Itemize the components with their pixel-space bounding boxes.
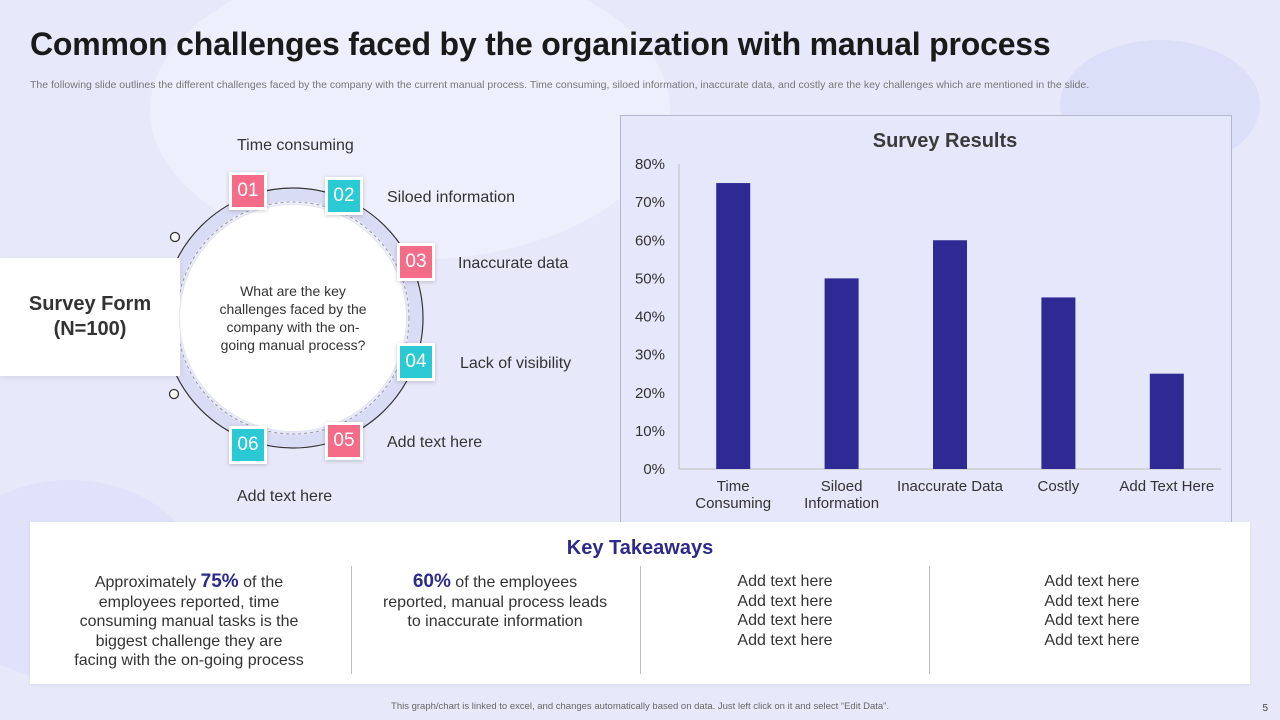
takeaway-3-line: Add text here: [737, 612, 833, 629]
takeaway-3-line: Add text here: [737, 592, 833, 610]
y-tick-label: 30%: [635, 347, 665, 364]
takeaway-4-line: Add text here: [1044, 612, 1140, 629]
takeaway-1-line: consuming manual tasks is the: [79, 613, 299, 630]
takeaway-4-line: Add text here: [1044, 631, 1140, 649]
y-tick-label: 50%: [635, 270, 665, 287]
survey-form-count: (N=100): [53, 318, 127, 340]
takeaway-1-line: employees reported, time: [98, 593, 280, 611]
center-question-circle: What are the key challenges faced by the…: [180, 205, 406, 431]
bar: [1041, 297, 1076, 469]
label-02: Siloed information: [387, 189, 516, 206]
survey-form-card: Survey Form (N=100): [0, 258, 180, 376]
takeaway-4-line: Add text here: [1044, 573, 1140, 590]
x-tick-label: Add Text Here: [1119, 478, 1214, 495]
takeaway-1-line: facing with the on-going process: [74, 652, 304, 669]
takeaway-2-line: reported, manual process leads: [382, 593, 608, 611]
bar: [933, 240, 967, 469]
chart-canvas: Survey Results 0% 10% 20% 30% 40% 50% 60% 70% 80%…: [635, 130, 1221, 512]
badge-04: 04: [397, 343, 435, 381]
y-tick-label: 80%: [635, 156, 665, 173]
survey-form-title: Survey Form: [28, 293, 152, 315]
takeaway-4-line: Add text here: [1044, 592, 1140, 610]
takeaway-3: Add text here Add text here Add text her…: [660, 572, 910, 650]
badge-02: 02: [325, 177, 363, 215]
slide-subtitle: The following slide outlines the differe…: [30, 79, 1090, 91]
chart-title: Survey Results: [873, 130, 1018, 152]
x-tick-label: Costly: [1038, 478, 1080, 495]
takeaway-divider: [351, 566, 352, 674]
x-tick-label: Inaccurate Data: [897, 478, 1004, 495]
center-question: What are the key challenges faced by the…: [219, 282, 367, 354]
slide-title: Common challenges faced by the organizat…: [30, 26, 1051, 62]
page-number: 5: [1262, 703, 1268, 714]
takeaway-2-line: to inaccurate information: [407, 613, 583, 630]
y-tick-label: 0%: [643, 461, 665, 478]
takeaway-2-highlight: 60%: [412, 571, 451, 592]
takeaway-1-rest: of the: [238, 574, 284, 591]
label-01: Time consuming: [237, 137, 354, 154]
badge-05: 05: [325, 422, 363, 460]
takeaway-divider: [929, 566, 930, 674]
key-takeaways-title: Key Takeaways: [566, 537, 714, 559]
badge-06: 06: [229, 426, 267, 464]
x-tick-label: Time: [717, 478, 750, 495]
y-tick-label: 40%: [635, 309, 665, 326]
takeaway-1-prefix: Approximately: [94, 574, 201, 591]
label-03: Inaccurate data: [458, 255, 569, 272]
y-tick-label: 60%: [635, 232, 665, 249]
y-tick-label: 70%: [635, 194, 665, 211]
key-takeaways-panel: Key Takeaways Approximately 75% of the e…: [30, 522, 1250, 684]
takeaway-divider: [640, 566, 641, 674]
footer-note: This graph/chart is linked to excel, and…: [391, 701, 889, 712]
x-tick-label: Siloed: [821, 478, 863, 495]
bar: [824, 278, 859, 469]
takeaway-1: Approximately 75% of the employees repor…: [50, 572, 328, 671]
takeaway-1-line: biggest challenge they are: [95, 632, 283, 650]
bar: [716, 183, 751, 469]
takeaway-2-rest: of the employees: [450, 574, 578, 591]
y-tick-label: 20%: [635, 385, 665, 402]
takeaway-3-line: Add text here: [737, 573, 833, 590]
takeaway-1-highlight: 75%: [200, 571, 239, 592]
bar: [1149, 373, 1184, 469]
badge-01: 01: [229, 172, 267, 210]
badge-03: 03: [397, 243, 435, 281]
label-05: Add text here: [387, 434, 483, 451]
takeaway-3-line: Add text here: [737, 631, 833, 649]
y-tick-label: 10%: [635, 423, 665, 440]
label-06: Add text here: [237, 488, 333, 505]
x-tick-label: Information: [804, 495, 879, 512]
x-tick-label: Consuming: [695, 495, 771, 512]
takeaway-2: 60% of the employees reported, manual pr…: [370, 572, 620, 632]
takeaway-4: Add text here Add text here Add text her…: [950, 572, 1234, 650]
survey-results-chart[interactable]: Survey Results 0% 10% 20% 30% 40% 50% 60% 70% 80%…: [620, 115, 1232, 535]
label-04: Lack of visibility: [460, 355, 572, 372]
